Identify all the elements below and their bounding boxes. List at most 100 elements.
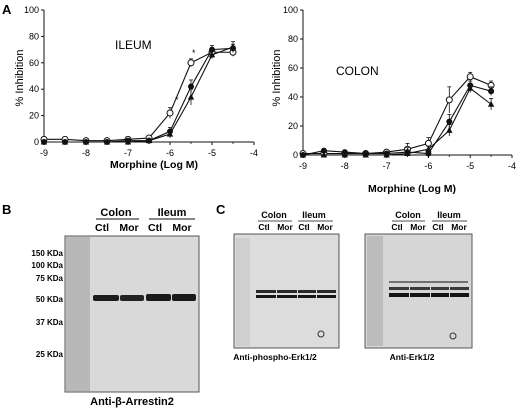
blot-b-ladder-label: 150 KDa [31,249,63,258]
blot-b-ladder-label: 50 KDa [36,295,64,304]
colon-point-triangle [341,151,348,158]
blot-c2-lane-label: Mor [410,222,426,232]
ileum-point-open-circle [166,109,174,117]
blot-c1-band-upper [277,290,297,293]
colon-x-tick-label: -4 [508,161,516,171]
colon-series-line [303,87,492,156]
ileum-point-triangle [103,138,111,145]
blot-c1-band-lower [256,295,276,298]
blot-b-lane-label: Ctl [148,222,162,234]
colon-chart: % Inhibition COLON Morphine (Log M) 0 20 4… [271,5,516,195]
blot-c2-band-lower [410,293,430,297]
blot-c1-band-upper [256,290,276,293]
colon-point-triangle [299,151,307,158]
ileum-x-tick-label: -5 [208,148,216,158]
blot-c2-caption: Anti-Erk1/2 [390,352,435,362]
blot-b-band [120,295,144,301]
colon-y-tick-label: 100 [283,5,298,15]
colon-y-tick-label: 80 [288,34,298,44]
colon-point-open-circle [445,96,453,104]
blot-c2-artifact [449,332,457,340]
blot-c1-lane-label: Ctl [258,222,269,232]
colon-x-tick-label: -6 [424,161,432,171]
ileum-x-tick-label: -6 [166,148,174,158]
ileum-series-line [44,47,234,143]
ileum-y-tick-label: 0 [34,137,39,147]
colon-x-tick-label: -9 [299,161,307,171]
colon-y-tick-label: 0 [293,150,298,160]
colon-point-triangle [404,150,411,157]
blot-c2-lane-label: Ctl [432,222,443,232]
blot-c2-band-upper [389,287,409,290]
blot-b-ladder-label: 100 KDa [31,261,63,270]
blot-c1-ladder-lane [236,238,250,346]
blot-b-group-label: Colon [100,207,131,219]
blot-c1-band-upper [317,290,336,293]
colon-point-triangle [467,84,474,91]
ileum-y-tick-label: 20 [29,111,39,121]
blot-b-lane-label: Mor [119,222,138,234]
blot-c1-lane-label: Mor [277,222,293,232]
colon-x-tick-label: -5 [466,161,474,171]
colon-x-tick-label: -7 [383,161,391,171]
ileum-point-filled-circle [188,83,194,90]
blot-b-band [146,294,171,301]
blot-c2-band-lower [389,293,409,297]
blot-c1-band-upper [298,290,316,293]
blot-b-band [172,294,196,301]
blot-c2-band-lower [431,293,449,297]
ileum-x-axis-label: Morphine (Log M) [110,159,198,171]
colon-point-triangle [362,151,369,158]
ileum-point-triangle [40,138,48,145]
blot-c2: Colon Ileum Ctl Mor Ctl Mor Anti-Erk1/2 [364,210,473,362]
blot-c1-band-lower [317,295,336,298]
blot-c2-lane-label: Ctl [391,222,402,232]
ileum-point-open-circle [187,59,195,67]
ileum-series-line [44,46,234,143]
ileum-x-tick-label: -7 [124,148,132,158]
blot-b: Colon Ileum Ctl Mor Ctl Mor 150 KDa 100 … [31,207,200,408]
colon-point-open-circle [466,73,474,81]
blot-c1-band-lower [298,295,316,298]
colon-point-triangle [320,151,328,158]
ileum-x-tick-label: -8 [82,148,90,158]
blot-c2-band-upper [431,287,449,290]
colon-point-filled-circle [425,150,432,157]
blot-b-band [93,295,119,301]
blot-c2-band-lower [450,293,469,297]
colon-x-tick-label: -8 [341,161,349,171]
blot-c2-group-label: Ileum [437,210,461,220]
blot-c2-faint-band [389,281,468,283]
ileum-point-triangle [145,137,153,144]
colon-series-line [302,84,492,156]
blot-c1-caption: Anti-phospho-Erk1/2 [233,352,317,362]
colon-series-line [303,76,492,155]
blot-b-caption: Anti-β-Arrestin2 [90,396,174,408]
blot-c1-group-label: Ileum [302,210,326,220]
blot-c2-group-label: Colon [395,210,421,220]
ileum-inset-label: ILEUM [115,38,152,52]
colon-point-filled-circle [320,147,327,154]
colon-point-triangle [446,126,453,133]
ileum-y-tick-label: 40 [29,84,39,94]
blot-c2-lane-label: Mor [451,222,467,232]
ileum-chart: % Inhibition ILEUM Morphine (Log M) * * … [14,5,258,171]
ileum-point-triangle [229,43,237,50]
blot-b-ladder-label: 37 KDa [36,318,64,327]
blot-c1-band-lower [277,295,297,298]
ileum-significance-mark: * [175,95,179,105]
ileum-point-triangle [187,93,195,100]
panel-letter-a: A [2,2,12,17]
ileum-y-tick-label: 60 [29,58,39,68]
blot-b-lane-label: Ctl [95,222,109,234]
colon-point-triangle [383,151,390,158]
ileum-point-triangle [82,138,90,145]
panel-letter-b: B [2,202,11,217]
colon-point-open-circle [424,139,432,147]
colon-y-axis-label: % Inhibition [271,50,283,107]
ileum-x-tick-label: -9 [40,148,48,158]
colon-point-triangle [487,100,495,107]
ileum-significance-mark: * [192,48,196,58]
panel-letter-c: C [216,202,226,217]
